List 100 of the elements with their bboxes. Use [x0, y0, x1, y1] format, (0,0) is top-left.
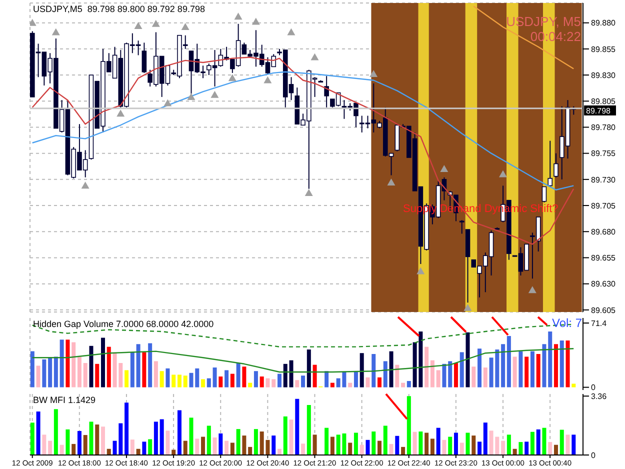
bar: [566, 340, 570, 388]
point: [310, 53, 319, 60]
point: [387, 178, 396, 186]
bar: [230, 442, 234, 455]
bar: [183, 440, 188, 455]
bar: [366, 377, 370, 388]
bar: [260, 376, 264, 388]
bar: [206, 426, 211, 455]
bar: [548, 442, 552, 455]
bar: [566, 434, 570, 455]
bar: [378, 440, 382, 455]
y-tick-label: 89.805: [591, 96, 616, 106]
bar: [389, 444, 394, 455]
bar: [89, 346, 94, 388]
bar: [42, 434, 46, 455]
bar: [272, 379, 276, 388]
bar: [248, 446, 252, 455]
bar: [383, 361, 388, 388]
candlestick: [548, 140, 553, 188]
point: [134, 22, 142, 29]
y-tick-label: 89.780: [591, 123, 616, 132]
bar: [236, 363, 240, 388]
y-tick-label: 0: [591, 383, 596, 392]
bar: [42, 359, 46, 388]
bar: [436, 370, 440, 388]
bar: [506, 434, 511, 455]
bar: [460, 352, 464, 388]
bar: [30, 351, 34, 388]
bar: [389, 351, 394, 388]
bar: [95, 424, 100, 455]
bar: [401, 446, 406, 455]
bar: [348, 382, 352, 388]
bar: [436, 428, 440, 455]
bar: [424, 432, 429, 455]
bar: [466, 432, 470, 455]
bar: [430, 438, 434, 455]
bar: [83, 435, 88, 455]
bar: [242, 436, 246, 455]
bar: [542, 428, 546, 455]
bar: [372, 354, 376, 388]
point: [416, 267, 425, 274]
candlestick: [542, 186, 547, 203]
bar: [518, 351, 523, 388]
bar: [212, 368, 217, 388]
candlestick: [554, 152, 558, 178]
bar: [395, 364, 400, 388]
point: [464, 304, 472, 311]
bar: [306, 350, 311, 388]
point: [152, 20, 160, 27]
bar: [478, 348, 482, 388]
bar: [195, 438, 200, 455]
bar: [330, 436, 334, 455]
bar: [554, 344, 558, 388]
bar: [224, 440, 229, 455]
bar: [418, 432, 423, 455]
bar: [224, 370, 229, 388]
bar: [266, 378, 270, 388]
bar: [401, 382, 406, 388]
bar: [430, 360, 434, 388]
chart-title: BW MFI 1.1429: [33, 395, 96, 405]
y-tick-label: 89.655: [591, 254, 616, 263]
bar: [60, 340, 64, 388]
bar: [283, 364, 288, 388]
bar: [172, 374, 176, 388]
bar: [106, 346, 111, 388]
chart-title: USDJPY,M5 89.798 89.800 89.792 89.798: [33, 4, 205, 14]
bar: [236, 429, 240, 455]
point: [228, 74, 236, 82]
point: [52, 28, 60, 36]
bar: [354, 372, 358, 388]
bar: [160, 419, 164, 455]
bar: [283, 416, 288, 455]
chart-title: Hidden Gap Volume 7.0000 68.0000 42.0000: [33, 319, 214, 329]
bar: [448, 436, 452, 455]
bar: [548, 332, 552, 388]
bar: [212, 437, 217, 455]
bar: [136, 344, 140, 388]
bar: [536, 354, 540, 388]
bar: [101, 338, 106, 388]
bar: [254, 371, 258, 388]
bar: [518, 442, 523, 455]
bar: [124, 370, 129, 388]
y-tick-label: 89.680: [591, 227, 616, 236]
point: [370, 70, 378, 77]
bar: [501, 344, 506, 388]
bar: [542, 344, 546, 388]
bar: [189, 418, 194, 455]
candlestick: [324, 76, 329, 108]
bar: [130, 440, 134, 455]
bar: [142, 442, 146, 455]
bar: [289, 420, 294, 455]
bar: [72, 342, 76, 388]
y-tick-label: 3.36: [591, 392, 608, 401]
bar: [512, 356, 517, 388]
bar: [348, 442, 352, 455]
bar: [48, 358, 52, 388]
bar: [36, 412, 40, 455]
bar: [166, 368, 170, 388]
bar: [148, 343, 152, 388]
bar: [60, 444, 64, 455]
